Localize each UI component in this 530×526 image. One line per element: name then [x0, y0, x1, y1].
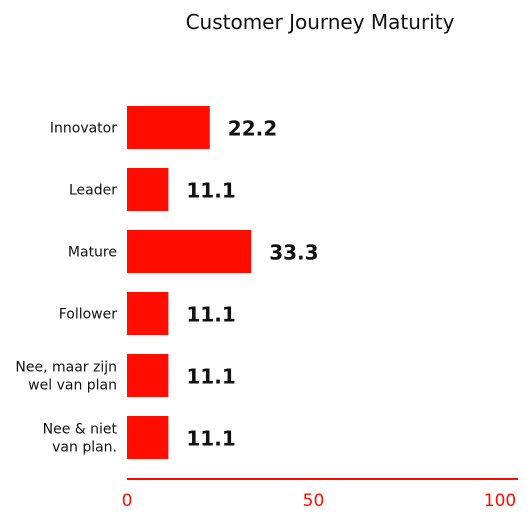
- x-tick-label-0: 0: [122, 491, 133, 511]
- bar-5: [127, 416, 169, 459]
- x-tick-label-2: 100: [484, 491, 516, 511]
- value-label-0: 22.2: [228, 117, 277, 141]
- bar-2: [127, 230, 252, 273]
- category-label-0: Innovator: [50, 121, 117, 137]
- category-label-2: Mature: [68, 245, 117, 261]
- value-label-4: 11.1: [186, 365, 235, 389]
- category-label-4: Nee, maar zijn wel van plan: [15, 360, 117, 394]
- bar-3: [127, 292, 169, 335]
- category-label-5: Nee & niet van plan.: [43, 422, 118, 456]
- value-label-3: 11.1: [186, 303, 235, 327]
- value-label-1: 11.1: [186, 179, 235, 203]
- category-label-1: Leader: [69, 183, 117, 199]
- bar-0: [127, 106, 210, 149]
- x-tick-label-1: 50: [303, 491, 325, 511]
- x-axis-ticks: 0 50 100: [122, 491, 517, 511]
- chart-title: Customer Journey Maturity: [186, 10, 455, 34]
- category-label-3: Follower: [59, 307, 118, 323]
- bars-group: Innovator 22.2 Leader 11.1 Mature 33.3 Followe…: [15, 106, 319, 459]
- value-label-5: 11.1: [186, 427, 235, 451]
- value-label-2: 33.3: [269, 241, 318, 265]
- bar-4: [127, 354, 169, 397]
- bar-1: [127, 168, 169, 211]
